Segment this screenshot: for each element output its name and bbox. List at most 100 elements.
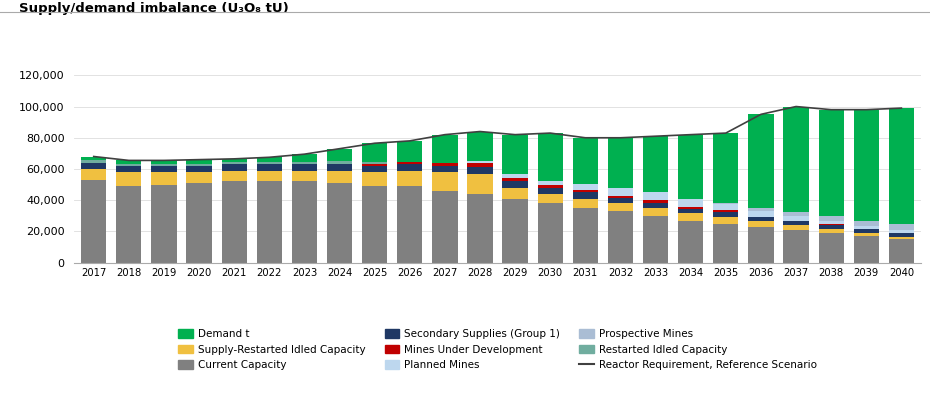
Bar xyxy=(362,164,387,166)
Reactor Requirement, Reference Scenario xyxy=(474,129,485,134)
Bar xyxy=(749,208,774,211)
Bar xyxy=(221,162,246,164)
Bar xyxy=(81,156,106,160)
Bar xyxy=(573,208,598,263)
Bar xyxy=(81,180,106,263)
Bar xyxy=(854,226,879,229)
Bar xyxy=(854,110,879,220)
Bar xyxy=(643,136,669,192)
Bar xyxy=(783,225,809,230)
Bar xyxy=(889,233,914,237)
Bar xyxy=(713,204,738,211)
Bar xyxy=(573,184,598,190)
Bar xyxy=(608,211,633,263)
Bar xyxy=(116,186,141,263)
Reactor Requirement, Reference Scenario xyxy=(579,135,591,140)
Bar xyxy=(116,166,141,172)
Bar xyxy=(643,200,669,203)
Bar xyxy=(326,164,352,171)
Bar xyxy=(643,192,669,200)
Bar xyxy=(502,178,527,181)
Bar xyxy=(397,141,422,162)
Bar xyxy=(783,216,809,220)
Bar xyxy=(362,143,387,162)
Bar xyxy=(713,133,738,203)
Bar xyxy=(818,233,844,263)
Reactor Requirement, Reference Scenario xyxy=(88,154,100,159)
Bar xyxy=(81,169,106,180)
Text: Supply/demand imbalance (U₃O₈ tU): Supply/demand imbalance (U₃O₈ tU) xyxy=(20,2,289,15)
Reactor Requirement, Reference Scenario xyxy=(510,132,521,137)
Bar xyxy=(608,188,633,195)
Bar xyxy=(362,172,387,186)
Bar xyxy=(538,203,563,263)
Bar xyxy=(608,138,633,188)
Reactor Requirement, Reference Scenario xyxy=(790,104,802,109)
Bar xyxy=(889,224,914,230)
Bar xyxy=(116,172,141,186)
Legend: Demand t, Supply-Restarted Idled Capacity, Current Capacity, Secondary Supplies : Demand t, Supply-Restarted Idled Capacit… xyxy=(174,325,821,375)
Reactor Requirement, Reference Scenario xyxy=(545,131,556,135)
Bar xyxy=(432,163,458,166)
Bar xyxy=(678,213,703,220)
Bar xyxy=(186,160,212,164)
Bar xyxy=(116,164,141,166)
Bar xyxy=(186,183,212,263)
Bar xyxy=(502,181,527,188)
Bar xyxy=(292,181,317,263)
Bar xyxy=(257,164,282,171)
Bar xyxy=(818,220,844,224)
Reactor Requirement, Reference Scenario xyxy=(124,158,135,163)
Bar xyxy=(326,161,352,164)
Bar xyxy=(362,162,387,164)
Bar xyxy=(152,185,177,263)
Bar xyxy=(678,207,703,209)
Bar xyxy=(749,227,774,263)
Bar xyxy=(643,203,669,208)
Bar xyxy=(573,138,598,184)
Bar xyxy=(152,164,177,166)
Bar xyxy=(502,135,527,174)
Bar xyxy=(221,164,246,171)
Bar xyxy=(713,212,738,217)
Bar xyxy=(889,108,914,224)
Bar xyxy=(678,209,703,213)
Bar xyxy=(432,191,458,263)
Bar xyxy=(749,211,774,217)
Bar xyxy=(502,188,527,199)
Bar xyxy=(783,221,809,225)
Bar xyxy=(854,236,879,263)
Bar xyxy=(81,163,106,169)
Bar xyxy=(292,154,317,162)
Bar xyxy=(468,167,493,174)
Bar xyxy=(854,229,879,233)
Bar xyxy=(713,224,738,263)
Bar xyxy=(468,194,493,263)
Bar xyxy=(116,160,141,164)
Reactor Requirement, Reference Scenario xyxy=(193,157,205,162)
Reactor Requirement, Reference Scenario xyxy=(405,139,416,143)
Bar xyxy=(502,199,527,263)
Reactor Requirement, Reference Scenario xyxy=(299,152,310,156)
Bar xyxy=(818,110,844,216)
Bar xyxy=(468,163,493,167)
Bar xyxy=(643,216,669,263)
Bar xyxy=(326,171,352,183)
Bar xyxy=(608,195,633,198)
Reactor Requirement, Reference Scenario xyxy=(264,155,275,160)
Reactor Requirement, Reference Scenario xyxy=(860,107,871,112)
Bar xyxy=(573,199,598,208)
Bar xyxy=(818,229,844,233)
Bar xyxy=(362,186,387,263)
Bar xyxy=(362,166,387,172)
Bar xyxy=(292,171,317,181)
Bar xyxy=(468,174,493,194)
Reactor Requirement, Reference Scenario xyxy=(615,135,626,140)
Bar xyxy=(854,220,879,226)
Bar xyxy=(292,162,317,164)
Bar xyxy=(221,181,246,263)
Bar xyxy=(608,198,633,203)
Bar xyxy=(643,208,669,216)
Bar xyxy=(432,172,458,191)
Bar xyxy=(292,164,317,171)
